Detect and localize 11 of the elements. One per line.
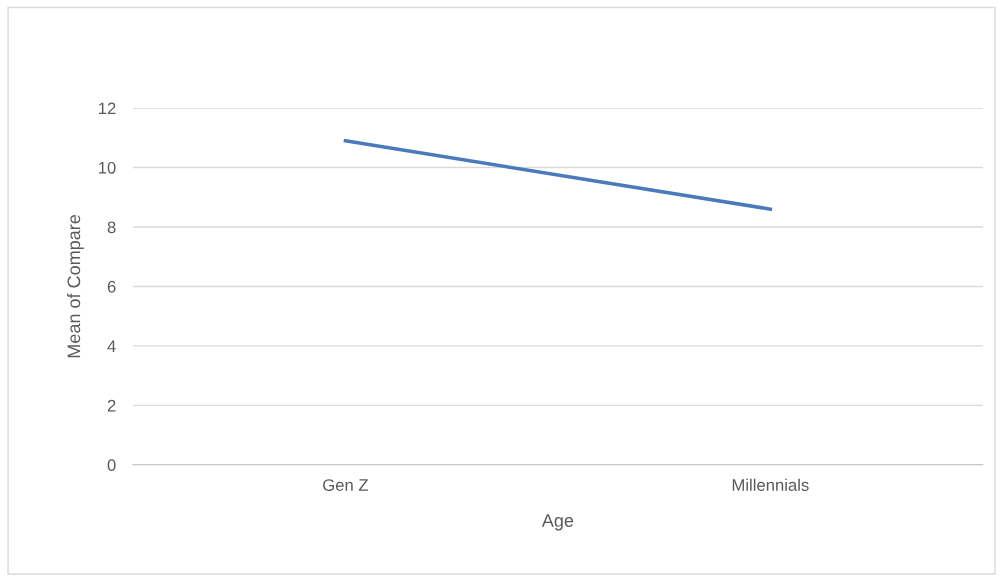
x-axis-title: Age	[541, 514, 574, 531]
x-tick-label: Millennials	[732, 478, 809, 491]
y-tick-label: 4	[107, 340, 116, 352]
y-axis-title: Mean of Compare	[67, 214, 84, 358]
x-tick-label: Gen Z	[323, 479, 369, 491]
y-tick-label: 6	[107, 280, 116, 293]
y-tick-label: 12	[98, 102, 116, 115]
y-tick-label: 10	[98, 161, 116, 174]
y-tick-label: 0	[107, 459, 116, 471]
y-tick-label: 8	[107, 221, 116, 234]
y-tick-label: 2	[107, 399, 116, 412]
